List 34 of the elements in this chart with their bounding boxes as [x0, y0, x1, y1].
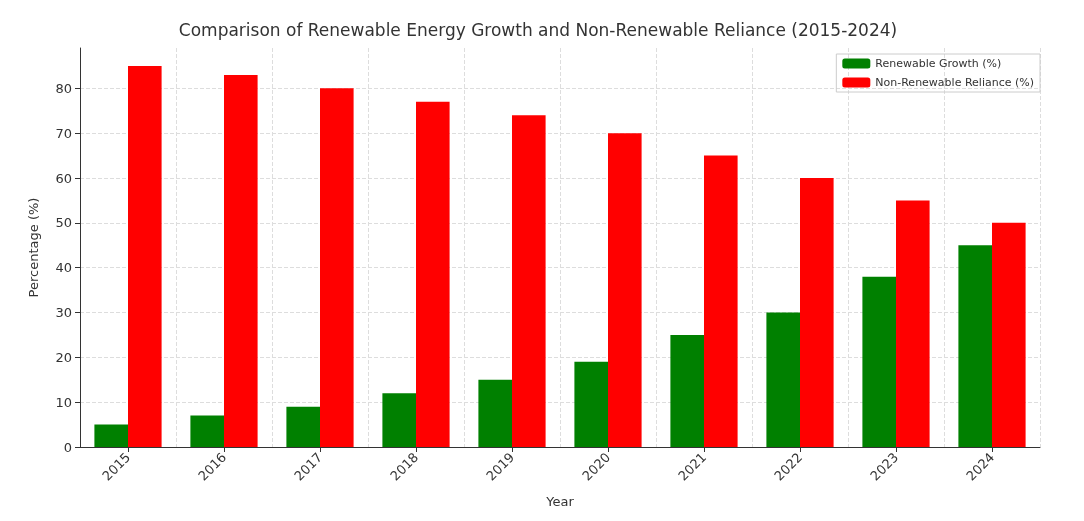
bar: [128, 65, 162, 447]
bar: [608, 133, 642, 447]
bar: [766, 312, 800, 447]
y-tick-label: 40: [55, 260, 72, 276]
y-tick-label: 20: [55, 349, 72, 365]
bar: [416, 101, 450, 447]
y-axis-title: Percentage (%): [26, 197, 41, 298]
bar: [286, 406, 320, 447]
bar: [224, 74, 258, 447]
bar: [958, 245, 992, 447]
bar: [574, 361, 608, 447]
y-tick-label: 10: [55, 394, 72, 410]
bar: [478, 379, 512, 447]
bar: [704, 155, 738, 447]
bar: [800, 178, 834, 447]
bar: [94, 424, 128, 447]
bar: [862, 276, 896, 447]
x-axis-title: Year: [545, 494, 575, 509]
legend-label: Renewable Growth (%): [875, 57, 1002, 70]
chart-title: Comparison of Renewable Energy Growth and Non-Renewable Reliance (2015-2024): [178, 19, 898, 40]
legend-label: Non-Renewable Reliance (%): [875, 76, 1034, 89]
bar: [992, 222, 1026, 447]
y-tick-label: 50: [55, 215, 72, 231]
y-tick-label: 30: [55, 305, 72, 321]
y-tick-label: 80: [55, 80, 72, 96]
bar: [320, 88, 354, 447]
bar: [512, 115, 546, 447]
bar: [190, 415, 224, 447]
bar: [896, 200, 930, 447]
bar: [670, 334, 704, 447]
y-tick-label: 60: [55, 170, 72, 186]
y-tick-label: 70: [55, 125, 72, 141]
y-tick-label: 0: [63, 439, 72, 455]
bar: [382, 393, 416, 447]
